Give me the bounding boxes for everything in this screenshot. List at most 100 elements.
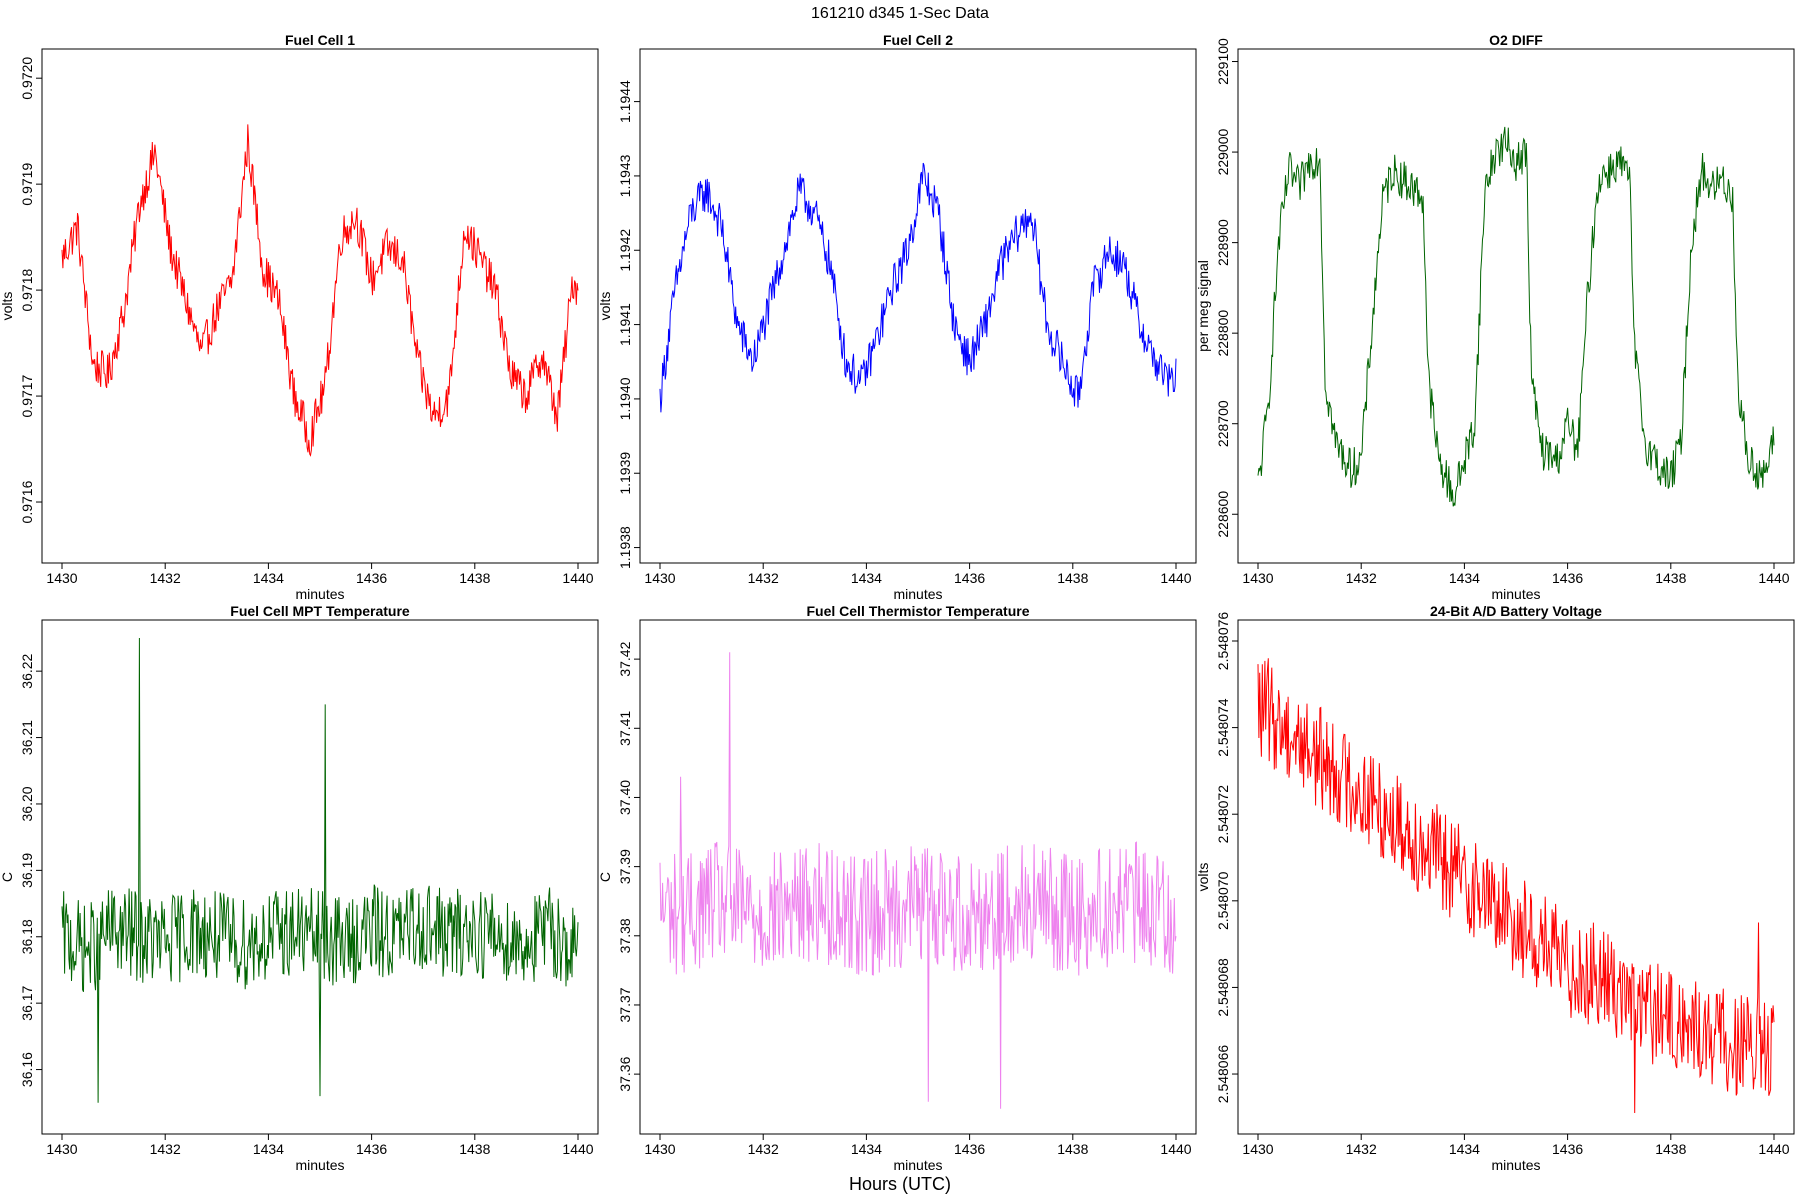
plot-frame [41, 619, 599, 1135]
x-axis-label: minutes [1491, 586, 1540, 602]
panel-title: Fuel Cell 2 [883, 32, 953, 48]
series-line [659, 162, 1177, 413]
y-tick-label: 36.22 [19, 653, 35, 688]
y-tick-label: 36.20 [19, 786, 35, 821]
panel-title: Fuel Cell MPT Temperature [230, 603, 410, 619]
y-tick-label: 36.19 [19, 853, 35, 888]
y-axis-label: volts [0, 292, 15, 321]
x-tick-label: 1438 [1057, 1141, 1088, 1157]
series-line [61, 124, 579, 457]
y-axis-label: volts [597, 292, 613, 321]
y-tick-label: 36.16 [19, 1052, 35, 1087]
y-tick-label: 229100 [1215, 38, 1231, 85]
x-tick-label: 1440 [1160, 1141, 1191, 1157]
panel-2: Fuel Cell 2 1430 1432 1434 1436 1438 1440 minut… [597, 32, 1197, 602]
y-tick-label: 2.548076 [1215, 612, 1231, 671]
y-axis-label: per meg signal [1195, 260, 1211, 352]
y-tick-label: 2.548072 [1215, 785, 1231, 844]
x-tick-label: 1440 [1758, 1141, 1789, 1157]
x-tick-label: 1438 [459, 570, 490, 586]
x-tick-label: 1432 [748, 1141, 779, 1157]
y-axis-label: volts [1195, 863, 1211, 892]
y-tick-label: 1.1938 [617, 526, 633, 569]
x-tick-label: 1438 [1655, 570, 1686, 586]
x-tick-label: 1438 [1655, 1141, 1686, 1157]
x-tick-label: 1434 [253, 570, 284, 586]
x-tick-label: 1432 [1346, 570, 1377, 586]
x-tick-label: 1440 [562, 1141, 593, 1157]
panel-title: 24-Bit A/D Battery Voltage [1430, 603, 1602, 619]
panel-5: Fuel Cell Thermistor Temperature 1430 1432… [597, 603, 1197, 1173]
x-tick-label: 1436 [1552, 1141, 1583, 1157]
panel-1: Fuel Cell 1 1430 1432 1434 1436 1438 1440 minut… [0, 32, 599, 602]
x-tick-label: 1432 [150, 1141, 181, 1157]
plot-frame [41, 48, 599, 564]
x-tick-label: 1434 [1449, 1141, 1480, 1157]
y-tick-label: 37.37 [617, 987, 633, 1022]
panel-title: Fuel Cell Thermistor Temperature [806, 603, 1029, 619]
y-tick-label: 228900 [1215, 219, 1231, 266]
x-tick-label: 1434 [1449, 570, 1480, 586]
y-tick-label: 1.1943 [617, 154, 633, 197]
y-tick-label: 228600 [1215, 491, 1231, 538]
x-tick-label: 1436 [954, 1141, 985, 1157]
x-tick-label: 1432 [748, 570, 779, 586]
panel-title: O2 DIFF [1489, 32, 1543, 48]
y-tick-label: 1.1942 [617, 229, 633, 272]
x-tick-label: 1430 [644, 570, 675, 586]
y-tick-label: 37.40 [617, 780, 633, 815]
x-tick-label: 1434 [851, 570, 882, 586]
x-tick-label: 1440 [1160, 570, 1191, 586]
y-tick-label: 0.9716 [19, 480, 35, 523]
panel-title: Fuel Cell 1 [285, 32, 355, 48]
series-line [61, 637, 579, 1103]
y-tick-label: 0.9720 [19, 57, 35, 100]
y-tick-label: 36.18 [19, 919, 35, 954]
y-tick-label: 0.9717 [19, 374, 35, 417]
y-tick-label: 1.1944 [617, 80, 633, 123]
panel-3: O2 DIFF 1430 1432 1434 1436 1438 1440 minutes 22… [1195, 32, 1795, 602]
x-axis-label: minutes [1491, 1157, 1540, 1173]
y-tick-label: 37.42 [617, 641, 633, 676]
y-axis-label: C [0, 872, 15, 882]
series-line [1257, 658, 1775, 1114]
x-axis-label: minutes [893, 1157, 942, 1173]
x-tick-label: 1434 [253, 1141, 284, 1157]
series-line [659, 652, 1177, 1109]
plot-frame [1237, 48, 1795, 564]
y-tick-label: 2.548070 [1215, 871, 1231, 930]
y-tick-label: 229000 [1215, 129, 1231, 176]
page-title: 161210 d345 1-Sec Data [811, 5, 989, 22]
x-tick-label: 1436 [356, 1141, 387, 1157]
y-tick-label: 37.36 [617, 1056, 633, 1091]
x-axis-label: minutes [295, 586, 344, 602]
panel-6: 24-Bit A/D Battery Voltage 1430 1432 1434 14… [1195, 603, 1795, 1173]
y-tick-label: 228800 [1215, 310, 1231, 357]
y-tick-label: 37.41 [617, 711, 633, 746]
y-tick-label: 37.38 [617, 918, 633, 953]
y-tick-label: 1.1940 [617, 377, 633, 420]
y-tick-label: 0.9719 [19, 163, 35, 206]
x-tick-label: 1430 [46, 1141, 77, 1157]
x-tick-label: 1436 [1552, 570, 1583, 586]
x-tick-label: 1440 [1758, 570, 1789, 586]
x-tick-label: 1430 [1242, 1141, 1273, 1157]
x-tick-label: 1436 [356, 570, 387, 586]
plot-frame [639, 619, 1197, 1135]
y-tick-label: 0.9718 [19, 268, 35, 311]
x-tick-label: 1436 [954, 570, 985, 586]
x-tick-label: 1438 [459, 1141, 490, 1157]
y-tick-label: 2.548074 [1215, 698, 1231, 757]
x-tick-label: 1438 [1057, 570, 1088, 586]
panel-4: Fuel Cell MPT Temperature 1430 1432 1434 143… [0, 603, 599, 1173]
x-tick-label: 1432 [150, 570, 181, 586]
x-tick-label: 1430 [46, 570, 77, 586]
y-tick-label: 1.1939 [617, 452, 633, 495]
y-axis-label: C [597, 872, 613, 882]
x-tick-label: 1430 [644, 1141, 675, 1157]
plot-frame [1237, 619, 1795, 1135]
x-tick-label: 1434 [851, 1141, 882, 1157]
y-tick-label: 2.548068 [1215, 958, 1231, 1017]
y-tick-label: 36.17 [19, 985, 35, 1020]
series-line [1257, 126, 1775, 507]
